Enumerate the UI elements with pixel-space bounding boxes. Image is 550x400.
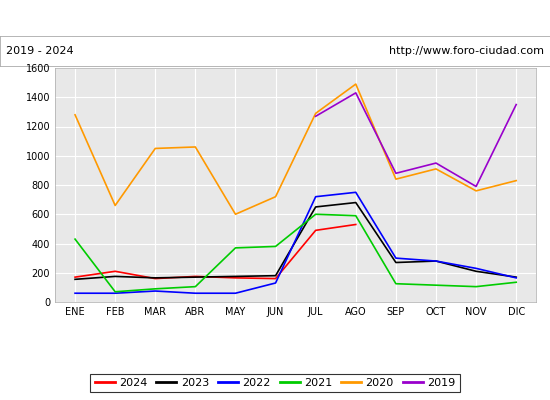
- Legend: 2024, 2023, 2022, 2021, 2020, 2019: 2024, 2023, 2022, 2021, 2020, 2019: [90, 374, 460, 392]
- Text: 2019 - 2024: 2019 - 2024: [6, 46, 73, 56]
- Text: http://www.foro-ciudad.com: http://www.foro-ciudad.com: [389, 46, 544, 56]
- Text: Evolucion Nº Turistas Nacionales en el municipio de Benafarces: Evolucion Nº Turistas Nacionales en el m…: [63, 12, 487, 24]
